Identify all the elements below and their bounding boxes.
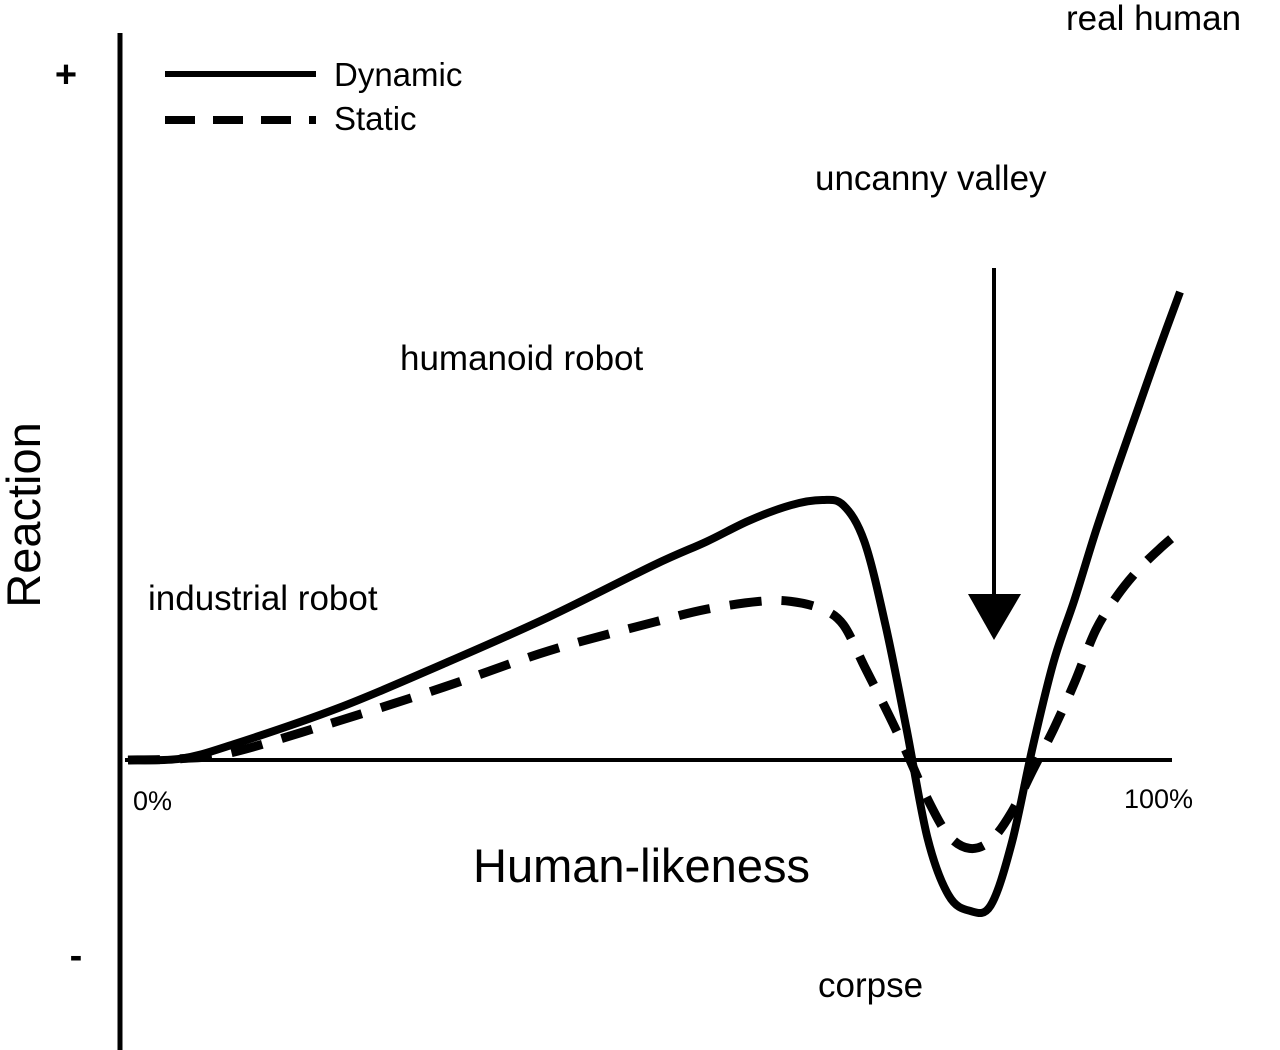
uncanny-valley-arrow bbox=[968, 268, 1021, 640]
legend-dynamic-label: Dynamic bbox=[334, 56, 462, 93]
annotation-humanoid-robot: humanoid robot bbox=[400, 339, 643, 378]
y-tick-minus: - bbox=[70, 935, 83, 977]
legend: Dynamic Static bbox=[165, 56, 462, 137]
legend-static-label: Static bbox=[334, 100, 417, 137]
annotation-industrial-robot: industrial robot bbox=[148, 579, 378, 618]
y-axis-label: Reaction bbox=[0, 422, 50, 608]
x-axis-label: Human-likeness bbox=[473, 839, 810, 892]
x-tick-100: 100% bbox=[1124, 784, 1193, 814]
annotation-corpse: corpse bbox=[818, 966, 923, 1005]
x-tick-0: 0% bbox=[133, 786, 172, 816]
annotation-uncanny-valley: uncanny valley bbox=[815, 159, 1047, 198]
annotation-real-human: real human bbox=[1066, 0, 1241, 38]
series-line-static bbox=[127, 527, 1183, 854]
y-tick-plus: + bbox=[55, 54, 77, 96]
series-line-dynamic bbox=[127, 290, 1184, 918]
series-layer bbox=[127, 290, 1184, 918]
